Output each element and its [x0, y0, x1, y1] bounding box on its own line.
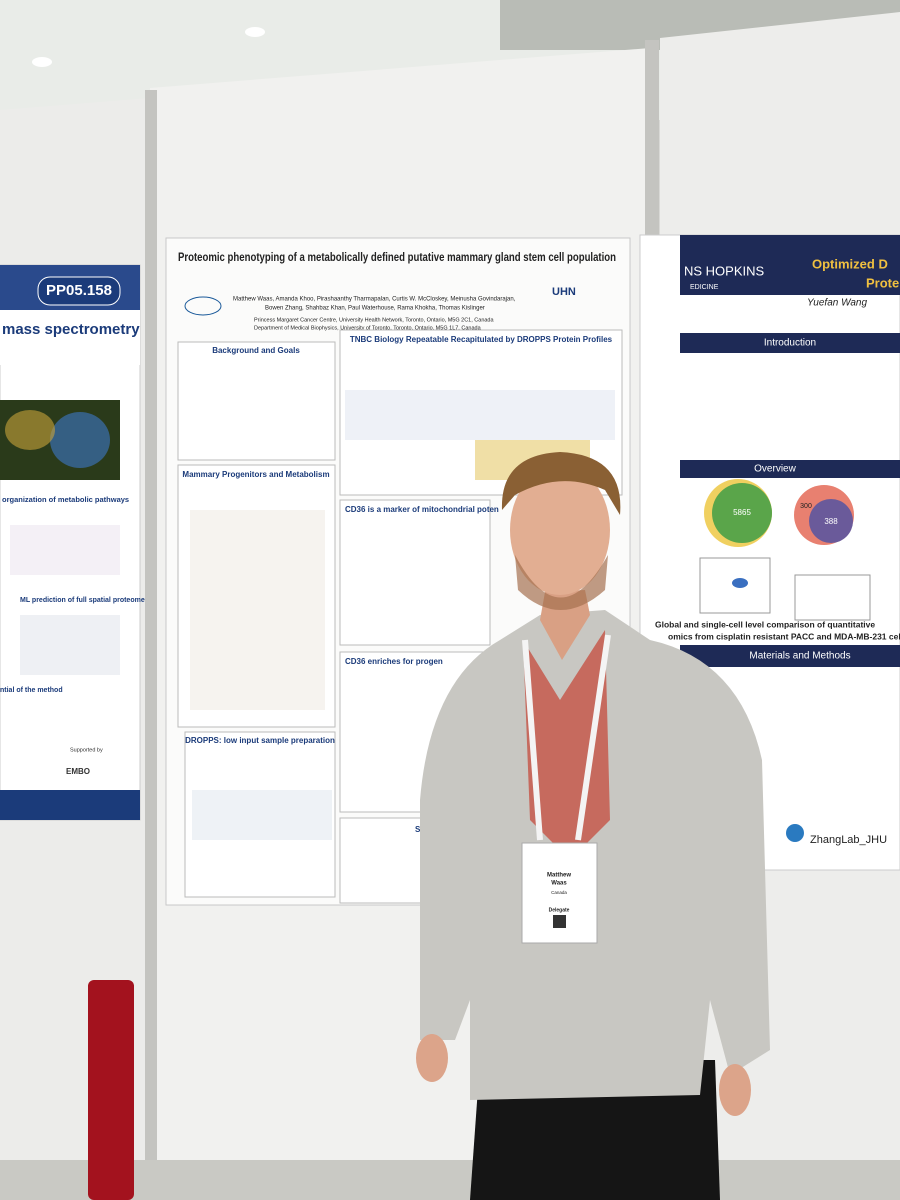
- venn-label: 388: [824, 517, 838, 526]
- caption: omics from cisplatin resistant PACC and …: [668, 631, 900, 641]
- hand: [719, 1064, 751, 1116]
- affiliation: Department of Medical Biophysics, Univer…: [254, 325, 482, 331]
- venn: [809, 499, 853, 543]
- section-band: [680, 333, 900, 353]
- venn: [712, 483, 772, 543]
- figure: [699, 557, 771, 614]
- lanyard: [522, 634, 611, 841]
- figure: [5, 410, 55, 450]
- qr-code: [553, 915, 566, 928]
- title-band: [0, 310, 140, 365]
- author: Yuefan Wang: [807, 298, 867, 309]
- institution: NS HOPKINS: [684, 263, 765, 278]
- poster-header: [680, 235, 900, 295]
- badge-name: Matthew: [547, 873, 571, 879]
- figure: [192, 790, 332, 840]
- handle: ZhangLab_JHU: [810, 834, 887, 846]
- authors: Bowen Zhang, Shahbaz Khan, Paul Waterhou…: [265, 306, 485, 312]
- section-band: [680, 645, 900, 667]
- section-box: [339, 499, 491, 646]
- poster-code: PP05.158: [46, 282, 112, 299]
- poster-title: Optimized D: [812, 256, 888, 271]
- section-heading: CD36 enriches for progen: [345, 657, 443, 666]
- figure: [190, 510, 325, 710]
- section-heading: CD36 is a marker of mitochondrial poten: [345, 505, 499, 514]
- section-heading: TNBC Biology Repeatable Recapitulated by…: [350, 335, 613, 344]
- beard: [515, 555, 608, 610]
- caption: Global and single-cell level comparison …: [655, 619, 875, 629]
- badge-pill: [37, 276, 121, 306]
- figure: [345, 390, 615, 440]
- logo: UHN: [552, 286, 576, 298]
- hand: [416, 1034, 448, 1082]
- shirt: [523, 630, 610, 860]
- twitter-icon: [786, 824, 804, 842]
- logo-mark: [184, 296, 222, 316]
- face: [510, 465, 610, 595]
- poster-title: mass spectrometry: [2, 321, 140, 338]
- poster-title: Proteomic phenotyping of a metabolically…: [178, 252, 616, 264]
- figure: [20, 615, 120, 675]
- section-heading: ntial of the method: [0, 687, 63, 694]
- hair: [501, 452, 621, 515]
- light: [245, 27, 265, 37]
- figure: [732, 578, 748, 588]
- figure: [794, 574, 871, 621]
- affiliation: Princess Margaret Cancer Centre, Univers…: [254, 317, 494, 323]
- floor: [0, 1160, 900, 1200]
- section-band: [680, 460, 900, 478]
- figure: [50, 412, 110, 468]
- badge-name: Waas: [551, 881, 567, 887]
- poster-title: Prote: [866, 275, 899, 290]
- poster-footer: [0, 790, 140, 820]
- venn-label: 300: [800, 503, 812, 510]
- venn-label: 5865: [733, 508, 751, 517]
- section-heading: ML prediction of full spatial proteome: [20, 597, 145, 604]
- section-heading: Overview: [754, 464, 796, 475]
- figure: [10, 525, 120, 575]
- panel-frame: [145, 90, 157, 1200]
- authors: Matthew Waas, Amanda Khoo, Pirashaanthy …: [233, 297, 516, 303]
- badge-role: Delegate: [549, 907, 570, 913]
- section-heading: Materials and Methods: [749, 651, 850, 662]
- sponsor: EMBO: [66, 767, 90, 776]
- section-heading: DROPPS: low input sample preparation: [185, 736, 335, 745]
- section-heading: Introduction: [764, 338, 816, 349]
- institution: EDICINE: [690, 284, 719, 291]
- poster-tube: [88, 980, 134, 1200]
- section-heading: Background and Goals: [212, 346, 300, 355]
- badge-country: Canada: [551, 890, 567, 895]
- support-label: Supported by: [70, 747, 103, 753]
- section-heading: organization of metabolic pathways: [2, 495, 129, 504]
- section-box: [177, 341, 336, 461]
- light: [32, 57, 52, 67]
- section-heading: Mammary Progenitors and Metabolism: [182, 470, 329, 479]
